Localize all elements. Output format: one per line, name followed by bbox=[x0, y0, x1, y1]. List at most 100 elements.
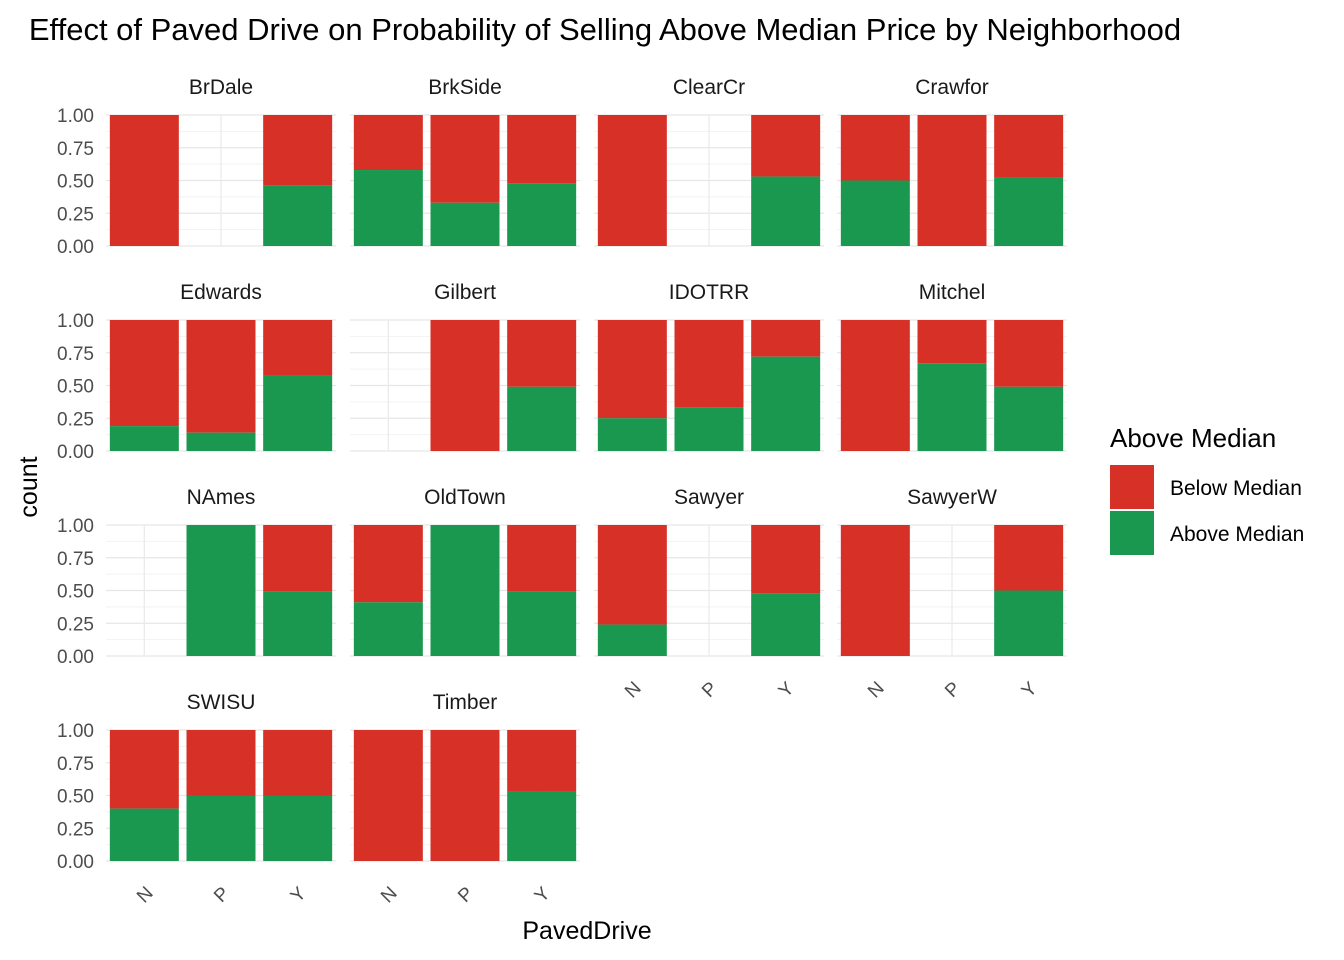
facet-panel-edwards: Edwards 0.00 0.25 0.50 0.75 1.00 bbox=[57, 281, 336, 463]
facet-label: SWISU bbox=[187, 691, 256, 714]
bar-above-median-N bbox=[597, 624, 667, 656]
y-tick-label: 1.00 bbox=[57, 106, 94, 127]
y-tick-label: 0.25 bbox=[57, 204, 94, 225]
bar-below-median-Y bbox=[507, 730, 577, 792]
facet-label: BrkSide bbox=[428, 76, 502, 99]
bar-below-median-N bbox=[109, 115, 179, 246]
legend-title: Above Median bbox=[1110, 423, 1276, 453]
bar-below-median-N bbox=[840, 320, 910, 451]
bar-above-median-Y bbox=[994, 177, 1064, 246]
y-tick-label: 1.00 bbox=[57, 516, 94, 537]
facet-panel-names: NAmes 0.00 0.25 0.50 0.75 1.00 bbox=[57, 486, 336, 668]
facet-panel-gilbert: Gilbert bbox=[350, 281, 580, 452]
bar-below-median-P bbox=[917, 115, 987, 246]
bar-below-median-Y bbox=[263, 320, 333, 376]
x-tick-label: P bbox=[210, 883, 234, 907]
y-tick-label: 0.00 bbox=[57, 852, 94, 873]
facet-panel-brdale: BrDale 0.00 0.25 0.50 0.75 1.00 bbox=[57, 76, 336, 258]
bar-above-median-N bbox=[840, 180, 910, 246]
y-tick-label: 0.00 bbox=[57, 442, 94, 463]
y-tick-label: 1.00 bbox=[57, 721, 94, 742]
y-tick-label: 0.75 bbox=[57, 754, 94, 775]
bar-below-median-Y bbox=[507, 525, 577, 592]
bar-above-median-P bbox=[430, 202, 500, 246]
bar-above-median-P bbox=[186, 795, 256, 861]
chart-title: Effect of Paved Drive on Probability of … bbox=[29, 12, 1181, 47]
y-tick-label: 0.50 bbox=[57, 377, 94, 398]
x-tick-label: N bbox=[377, 883, 402, 908]
facet-label: Edwards bbox=[180, 281, 262, 304]
bar-below-median-N bbox=[109, 320, 179, 427]
y-tick-label: 0.50 bbox=[57, 787, 94, 808]
x-tick-label: N bbox=[621, 678, 646, 703]
bar-below-median-N bbox=[597, 320, 667, 419]
y-tick-label: 0.50 bbox=[57, 172, 94, 193]
y-tick-label: 0.75 bbox=[57, 344, 94, 365]
bar-above-median-Y bbox=[507, 183, 577, 246]
facet-panel-idotrr: IDOTRR bbox=[594, 281, 824, 452]
facet-label: BrDale bbox=[189, 76, 253, 99]
bar-below-median-N bbox=[597, 525, 667, 625]
facet-panel-swisu: SWISU 0.00 0.25 0.50 0.75 1.00 N P Y bbox=[57, 691, 336, 907]
bar-above-median-N bbox=[353, 170, 423, 246]
bar-above-median-Y bbox=[263, 795, 333, 861]
bar-above-median-Y bbox=[994, 386, 1064, 451]
bar-above-median-Y bbox=[507, 591, 577, 656]
bar-below-median-Y bbox=[994, 320, 1064, 387]
bar-below-median-Y bbox=[751, 525, 821, 594]
bar-above-median-Y bbox=[507, 386, 577, 451]
bar-below-median-Y bbox=[507, 320, 577, 387]
facet-label: Timber bbox=[433, 691, 498, 714]
x-axis-label: PavedDrive bbox=[522, 917, 651, 945]
bar-above-median-Y bbox=[751, 593, 821, 656]
bar-below-median-P bbox=[674, 320, 744, 408]
bar-above-median-Y bbox=[263, 375, 333, 451]
bar-below-median-P bbox=[430, 730, 500, 861]
bar-below-median-N bbox=[353, 525, 423, 603]
bar-below-median-Y bbox=[994, 115, 1064, 178]
bar-below-median-N bbox=[109, 730, 179, 809]
x-tick-label: N bbox=[864, 678, 889, 703]
bar-above-median-N bbox=[353, 602, 423, 656]
legend-label-above-median: Above Median bbox=[1170, 523, 1304, 546]
legend-swatch-above-median bbox=[1110, 511, 1154, 555]
facet-label: ClearCr bbox=[673, 76, 745, 99]
x-tick-label: N bbox=[133, 883, 158, 908]
facet-panel-timber: Timber N P Y bbox=[350, 691, 580, 907]
bar-below-median-N bbox=[597, 115, 667, 246]
facet-label: Mitchel bbox=[919, 281, 986, 304]
facet-label: IDOTRR bbox=[669, 281, 750, 304]
bar-below-median-Y bbox=[994, 525, 1064, 591]
y-tick-label: 0.25 bbox=[57, 409, 94, 430]
x-tick-label: Y bbox=[287, 883, 311, 907]
bar-above-median-P bbox=[674, 407, 744, 451]
bar-below-median-P bbox=[430, 320, 500, 451]
x-tick-label: Y bbox=[531, 883, 555, 907]
bar-below-median-P bbox=[186, 320, 256, 433]
facet-panel-sawyerw: SawyerW N P Y bbox=[837, 486, 1067, 702]
bar-above-median-P bbox=[917, 363, 987, 451]
y-tick-label: 1.00 bbox=[57, 311, 94, 332]
bar-below-median-Y bbox=[263, 115, 333, 186]
facet-label: Sawyer bbox=[674, 486, 744, 509]
bar-above-median-P bbox=[186, 525, 256, 656]
facet-panel-sawyer: Sawyer N P Y bbox=[594, 486, 824, 702]
bar-below-median-Y bbox=[263, 730, 333, 796]
x-tick-label: P bbox=[941, 678, 965, 702]
x-tick-label: Y bbox=[1018, 678, 1042, 702]
bar-above-median-N bbox=[109, 426, 179, 451]
bar-above-median-P bbox=[430, 525, 500, 656]
facet-panel-mitchel: Mitchel bbox=[837, 281, 1067, 452]
bar-below-median-N bbox=[840, 525, 910, 656]
bar-below-median-N bbox=[353, 730, 423, 861]
y-tick-label: 0.50 bbox=[57, 582, 94, 603]
bar-below-median-N bbox=[353, 115, 423, 171]
bar-above-median-Y bbox=[994, 590, 1064, 656]
bar-below-median-Y bbox=[507, 115, 577, 184]
y-tick-label: 0.00 bbox=[57, 647, 94, 668]
facet-label: Gilbert bbox=[434, 281, 496, 304]
bar-above-median-N bbox=[597, 418, 667, 451]
bar-above-median-P bbox=[186, 432, 256, 451]
bar-above-median-N bbox=[109, 808, 179, 861]
y-tick-label: 0.25 bbox=[57, 819, 94, 840]
